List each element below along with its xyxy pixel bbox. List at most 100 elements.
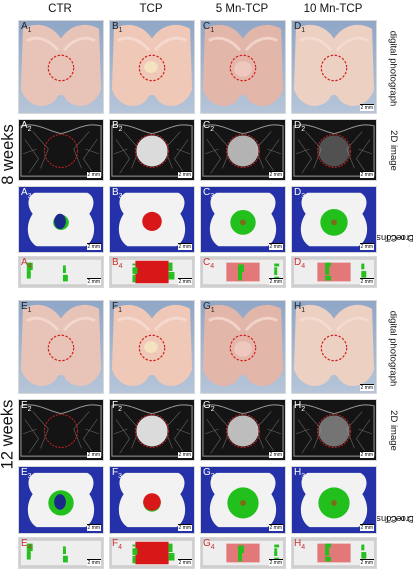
panel-label-index: 1 xyxy=(210,27,215,34)
panel-w12-ct2d-5mn: G2 2 mm xyxy=(200,399,286,461)
panel-label-letter: C xyxy=(203,257,211,268)
panel-w12-photo-ctr: E1 xyxy=(18,300,104,394)
panel-w12-recon3d-5mn: G3 2 mm xyxy=(200,466,286,534)
panel-w12-recon3d-ctr: E3 2 mm xyxy=(18,466,104,534)
panel-label-index: 2 xyxy=(210,126,215,133)
panel-label-letter: H xyxy=(294,301,302,312)
panel-label-letter: G xyxy=(203,301,211,312)
panel-label: D2 xyxy=(294,120,305,135)
panel-label-index: 4 xyxy=(27,263,32,270)
panel-w8-recon3d-tcp: B3 2 mm xyxy=(109,186,195,253)
panel-label-index: 3 xyxy=(27,193,32,200)
panel-label-letter: E xyxy=(21,400,28,411)
panel-label-index: 3 xyxy=(27,473,32,480)
panel-label: B2 xyxy=(112,120,123,135)
panel-w8-photo-10mn: D1 2 mm xyxy=(291,20,377,114)
panel-label-letter: F xyxy=(112,400,119,411)
scale-bar: 2 mm xyxy=(359,243,374,250)
panel-label: F3 xyxy=(112,467,122,482)
panel-label: D4 xyxy=(294,257,305,272)
panel-label-index: 3 xyxy=(210,473,215,480)
row-label-photo-12w: digital photograph xyxy=(387,310,399,386)
panel-label-letter: A xyxy=(21,21,28,32)
panel-label-index: 4 xyxy=(27,544,32,551)
panel-label-letter: D xyxy=(294,187,302,198)
panel-label-letter: F xyxy=(112,538,119,549)
panel-label-index: 1 xyxy=(27,307,32,314)
panel-label-index: 1 xyxy=(118,307,123,314)
panel-label-letter: H xyxy=(294,400,302,411)
panel-label-letter: C xyxy=(203,21,211,32)
panel-label-letter: G xyxy=(203,467,211,478)
scale-bar: 2 mm xyxy=(177,524,192,531)
panel-label-index: 4 xyxy=(118,544,123,551)
scale-bar: 2 mm xyxy=(359,524,374,531)
panel-label-index: 1 xyxy=(301,27,306,34)
panel-label: C4 xyxy=(203,257,214,272)
panel-w12-ct2d-tcp: F2 2 mm xyxy=(109,399,195,461)
panel-label-index: 4 xyxy=(301,263,306,270)
panel-label-index: 3 xyxy=(118,193,123,200)
panel-label-index: 2 xyxy=(27,406,32,413)
panel-label: E3 xyxy=(21,467,32,482)
column-header-tcp: TCP xyxy=(139,3,163,15)
panel-label-letter: F xyxy=(112,467,119,478)
panel-label: C1 xyxy=(203,21,214,36)
panel-label-letter: B xyxy=(112,187,119,198)
scale-bar: 2 mm xyxy=(268,559,283,566)
week-label-8: 8 weeks xyxy=(0,123,17,185)
panel-label-index: 3 xyxy=(301,473,306,480)
panel-w8-side-view-tcp: B4 2 mm xyxy=(109,256,195,288)
scale-bar: 2 mm xyxy=(86,559,101,566)
panel-w8-photo-ctr: A1 xyxy=(18,20,104,114)
panel-label: D1 xyxy=(294,21,305,36)
panel-label-letter: A xyxy=(21,187,28,198)
panel-label-letter: E xyxy=(21,538,28,549)
column-header-ctr: CTR xyxy=(48,3,72,15)
scale-bar: 2 mm xyxy=(177,451,192,458)
panel-label-index: 4 xyxy=(118,263,123,270)
panel-label: F2 xyxy=(112,400,122,415)
panel-w12-ct2d-10mn: H2 2 mm xyxy=(291,399,377,461)
scale-bar: 2 mm xyxy=(86,243,101,250)
panel-label-index: 2 xyxy=(118,406,123,413)
panel-label-index: 3 xyxy=(210,193,215,200)
scale-bar: 2 mm xyxy=(359,171,374,178)
panel-label-index: 4 xyxy=(210,263,215,270)
panel-w12-side-view-tcp: F4 2 mm xyxy=(109,537,195,569)
scale-bar: 2 mm xyxy=(359,559,374,566)
panel-label-index: 1 xyxy=(210,307,215,314)
panel-w12-photo-5mn: G1 xyxy=(200,300,286,394)
panel-label: F1 xyxy=(112,301,122,316)
panel-label-index: 3 xyxy=(118,473,123,480)
column-header-5mn-tcp: 5 Mn-TCP xyxy=(215,3,269,15)
scale-bar: 2 mm xyxy=(268,278,283,285)
panel-label-letter: D xyxy=(294,120,302,131)
panel-label: E1 xyxy=(21,301,32,316)
panel-label: H2 xyxy=(294,400,305,415)
scale-bar: 2 mm xyxy=(177,171,192,178)
panel-label-letter: H xyxy=(294,467,302,478)
panel-label-index: 2 xyxy=(210,406,215,413)
panel-w8-ct2d-ctr: A2 2 mm xyxy=(18,119,104,181)
panel-label-letter: A xyxy=(21,257,28,268)
panel-label: H4 xyxy=(294,538,305,553)
scale-bar: 2 mm xyxy=(268,524,283,531)
scale-bar: 2 mm xyxy=(86,524,101,531)
panel-label-index: 1 xyxy=(301,307,306,314)
panel-w12-side-view-5mn: G4 2 mm xyxy=(200,537,286,569)
panel-w12-recon3d-tcp: F3 2 mm xyxy=(109,466,195,534)
scale-bar: 2 mm xyxy=(359,384,374,391)
panel-label: H3 xyxy=(294,467,305,482)
panel-label-index: 4 xyxy=(301,544,306,551)
panel-label-letter: B xyxy=(112,257,119,268)
panel-label: D3 xyxy=(294,187,305,202)
panel-label: E4 xyxy=(21,538,32,553)
scale-bar: 2 mm xyxy=(177,278,192,285)
panel-label-letter: C xyxy=(203,187,211,198)
panel-label: B4 xyxy=(112,257,123,272)
panel-w8-ct2d-tcp: B2 2 mm xyxy=(109,119,195,181)
panel-w12-photo-tcp: F1 xyxy=(109,300,195,394)
panel-label: B3 xyxy=(112,187,123,202)
